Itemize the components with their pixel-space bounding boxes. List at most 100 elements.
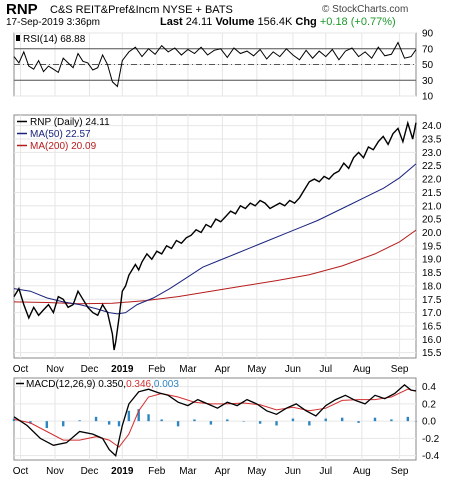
- macd-histogram-bar: [209, 421, 213, 425]
- price-y-tick-label: 21.5: [422, 188, 442, 199]
- macd-x-tick-label: Jun: [285, 466, 301, 477]
- price-y-tick-label: 20.0: [422, 228, 442, 239]
- macd-x-tick-label: May: [247, 466, 266, 477]
- macd-histogram-bar: [117, 421, 121, 427]
- price-x-tick-label: Dec: [81, 364, 99, 375]
- price-y-tick-label: 23.5: [422, 135, 442, 146]
- price-y-tick-label: 16.0: [422, 335, 442, 346]
- macd-y-tick-label: 0.0: [422, 417, 436, 428]
- macd-signal-line: [13, 388, 417, 448]
- macd-x-tick-label: Aug: [353, 466, 371, 477]
- price-line: [13, 120, 417, 351]
- price-x-tick-label: May: [247, 364, 266, 375]
- chart-header: RNP C&S REIT&Pref&Incm NYSE + BATS © Sto…: [0, 0, 460, 30]
- macd-histogram-bar: [357, 421, 360, 423]
- macd-histogram-bar: [258, 421, 262, 424]
- macd-legend-histogram-value: 0.003: [154, 379, 179, 390]
- macd-x-tick-label: Oct: [13, 466, 29, 477]
- macd-histogram-bar: [390, 419, 393, 422]
- macd-x-tick-label: Nov: [46, 466, 64, 477]
- macd-line: [13, 384, 417, 457]
- macd-x-tick-label: Apr: [215, 466, 231, 477]
- chg-value: +0.18 (+0.77%): [319, 16, 396, 28]
- macd-histogram-bar: [373, 417, 377, 422]
- macd-histogram-bar: [340, 417, 344, 422]
- macd-x-tick-label: Dec: [81, 466, 99, 477]
- macd-histogram-bar: [78, 420, 81, 422]
- macd-histogram-bar: [176, 421, 180, 427]
- security-name: C&S REIT&Pref&Incm NYSE + BATS: [50, 4, 233, 16]
- macd-histogram-bar: [406, 416, 409, 422]
- ma50-line: [13, 163, 417, 315]
- macd-histogram-bar: [414, 420, 418, 422]
- price-y-tick-label: 20.5: [422, 215, 442, 226]
- macd-y-tick-label: 0.2: [422, 399, 436, 410]
- rsi-y-tick-label: 90: [422, 29, 434, 40]
- macd-panel-frame: [13, 377, 417, 461]
- rsi-legend-label: RSI(14) 68.88: [23, 34, 86, 45]
- macd-histogram-bar: [242, 421, 245, 422]
- price-x-tick-label: Oct: [13, 364, 29, 375]
- last-value: 24.11: [185, 16, 213, 28]
- price-x-tick-label: Jun: [285, 364, 301, 375]
- rsi-y-tick-label: 70: [422, 44, 434, 55]
- price-y-tick-label: 17.5: [422, 295, 442, 306]
- quote-date: 17-Sep-2019 3:36pm: [6, 17, 100, 28]
- price-x-tick-label: Apr: [215, 364, 231, 375]
- macd-histogram-bar: [275, 421, 278, 426]
- macd-x-tick-label: Feb: [148, 466, 166, 477]
- macd-x-tick-label: 2019: [111, 466, 134, 477]
- rsi-legend-swatch: [16, 35, 20, 41]
- macd-x-tick-label: Jul: [319, 466, 332, 477]
- price-x-tick-label: Aug: [353, 364, 371, 375]
- price-legend-label: MA(50) 22.57: [30, 129, 91, 140]
- macd-histogram-bar: [137, 409, 140, 422]
- quote-summary: Last 24.11 Volume 156.4K Chg +0.18 (+0.7…: [160, 16, 396, 28]
- macd-histogram-bar: [324, 418, 327, 422]
- last-label: Last: [160, 16, 183, 28]
- volume-label: Volume: [215, 16, 255, 28]
- rsi-y-tick-label: 10: [422, 92, 434, 103]
- price-x-tick-label: Mar: [179, 364, 197, 375]
- macd-histogram-bar: [291, 418, 295, 422]
- watermark: © StockCharts.com: [322, 4, 409, 15]
- price-x-tick-label: Feb: [148, 364, 166, 375]
- price-y-tick-label: 23.0: [422, 148, 442, 159]
- price-y-tick-label: 19.0: [422, 255, 442, 266]
- price-y-tick-label: 24.0: [422, 121, 442, 132]
- macd-legend-label: MACD(12,26,9) 0.350,: [26, 379, 126, 390]
- macd-x-tick-label: Sep: [391, 466, 409, 477]
- price-y-tick-label: 21.0: [422, 201, 442, 212]
- price-y-tick-label: 16.5: [422, 321, 442, 332]
- price-x-tick-label: 2019: [111, 364, 134, 375]
- macd-y-tick-label: -0.4: [422, 451, 440, 462]
- price-y-tick-label: 22.0: [422, 175, 442, 186]
- rsi-y-tick-label: 30: [422, 76, 434, 87]
- volume-value: 156.4K: [257, 16, 293, 28]
- rsi-line: [13, 41, 417, 88]
- rsi-y-tick-label: 50: [422, 60, 434, 71]
- macd-histogram-bar: [127, 410, 131, 422]
- price-y-tick-label: 18.5: [422, 268, 442, 279]
- price-y-tick-label: 22.5: [422, 161, 442, 172]
- macd-histogram-bar: [107, 421, 111, 425]
- macd-histogram-bar: [308, 421, 311, 426]
- macd-histogram-bar: [62, 421, 65, 427]
- ticker-symbol: RNP: [6, 1, 38, 18]
- macd-legend-signal-value: 0.346,: [126, 379, 154, 390]
- price-y-tick-label: 17.0: [422, 308, 442, 319]
- macd-histogram-bar: [193, 419, 196, 422]
- macd-histogram-bar: [45, 421, 49, 429]
- macd-histogram-bar: [147, 414, 150, 422]
- price-x-tick-label: Nov: [46, 364, 64, 375]
- price-y-tick-label: 19.5: [422, 241, 442, 252]
- price-x-tick-label: Jul: [319, 364, 332, 375]
- macd-histogram-bar: [160, 419, 163, 422]
- macd-x-tick-label: Mar: [179, 466, 197, 477]
- price-x-tick-label: Sep: [391, 364, 409, 375]
- price-legend-label: MA(200) 20.09: [30, 141, 97, 152]
- chg-label: Chg: [295, 16, 317, 28]
- macd-y-tick-label: -0.2: [422, 434, 440, 445]
- macd-histogram-bar: [226, 419, 229, 422]
